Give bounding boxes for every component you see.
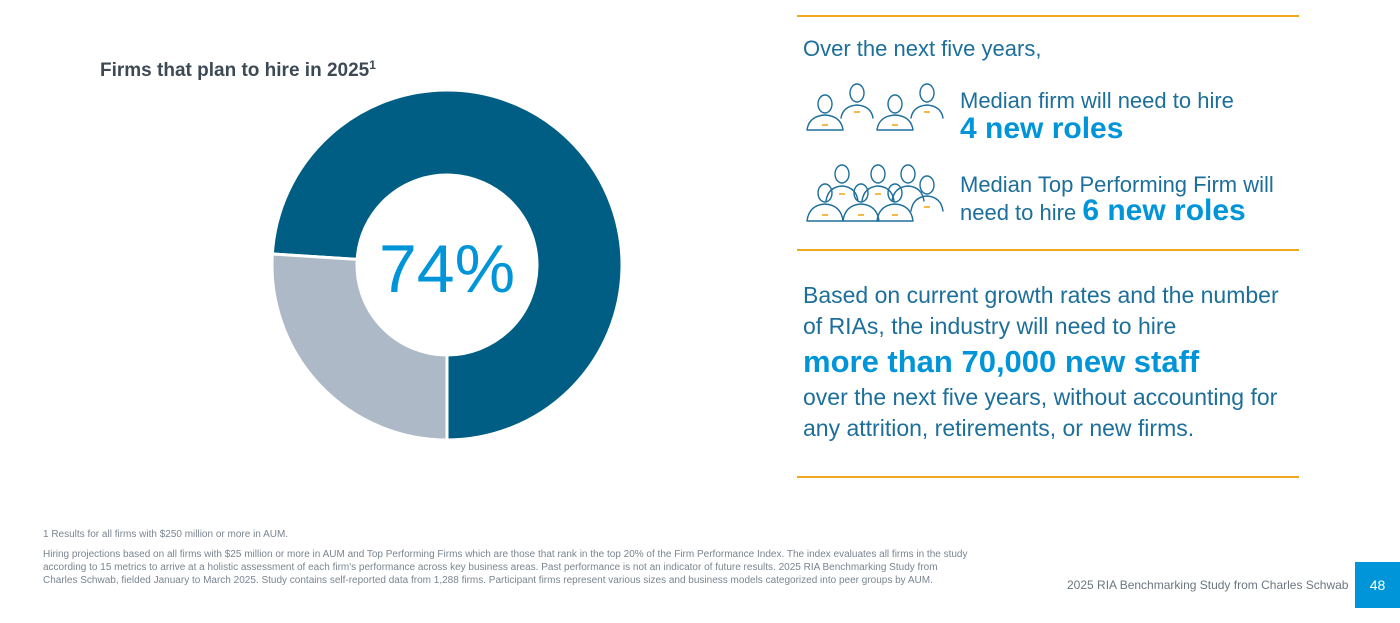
six-people-icon <box>806 164 944 222</box>
growth-paragraph-after: over the next five years, without accoun… <box>803 384 1278 441</box>
donut-center-label: 74% <box>379 231 515 307</box>
median-firm-emphasis: 4 new roles <box>960 112 1124 145</box>
median-firm-line1: Median firm will need to hire <box>960 88 1234 113</box>
donut-slice-0 <box>270 88 624 442</box>
top-firm-line2-prefix: need to hire <box>960 200 1077 225</box>
bottom-divider <box>797 476 1299 478</box>
top-firm-line1: Median Top Performing Firm will <box>960 172 1274 197</box>
top-divider <box>797 15 1299 17</box>
top-firm-emphasis: 6 new roles <box>1082 194 1246 227</box>
footnote-2: Hiring projections based on all firms wi… <box>43 549 968 586</box>
middle-divider <box>797 249 1299 251</box>
growth-paragraph-before: Based on current growth rates and the nu… <box>803 282 1279 339</box>
chart-title: Firms that plan to hire in 20251 <box>100 58 376 82</box>
footnote-1: 1 Results for all firms with $250 millio… <box>43 529 289 540</box>
top-firm-text: Median Top Performing Firm will need to … <box>960 172 1274 226</box>
donut-slices <box>270 88 624 442</box>
growth-paragraph: Based on current growth rates and the nu… <box>803 280 1283 444</box>
growth-paragraph-emphasis: more than 70,000 new staff <box>803 344 1200 379</box>
chart-title-text: Firms that plan to hire in 2025 <box>100 60 370 81</box>
intro-text: Over the next five years, <box>803 36 1042 61</box>
page-number: 48 <box>1355 562 1400 608</box>
donut-slice-1 <box>270 252 449 442</box>
donut-chart: 74% <box>270 88 624 442</box>
median-firm-text: Median firm will need to hire 4 new role… <box>960 88 1234 145</box>
four-people-icon <box>806 83 944 131</box>
top-firm-line2: need to hire 6 new roles <box>960 196 1274 226</box>
footer-source: 2025 RIA Benchmarking Study from Charles… <box>1067 578 1349 592</box>
chart-title-superscript: 1 <box>369 58 376 72</box>
